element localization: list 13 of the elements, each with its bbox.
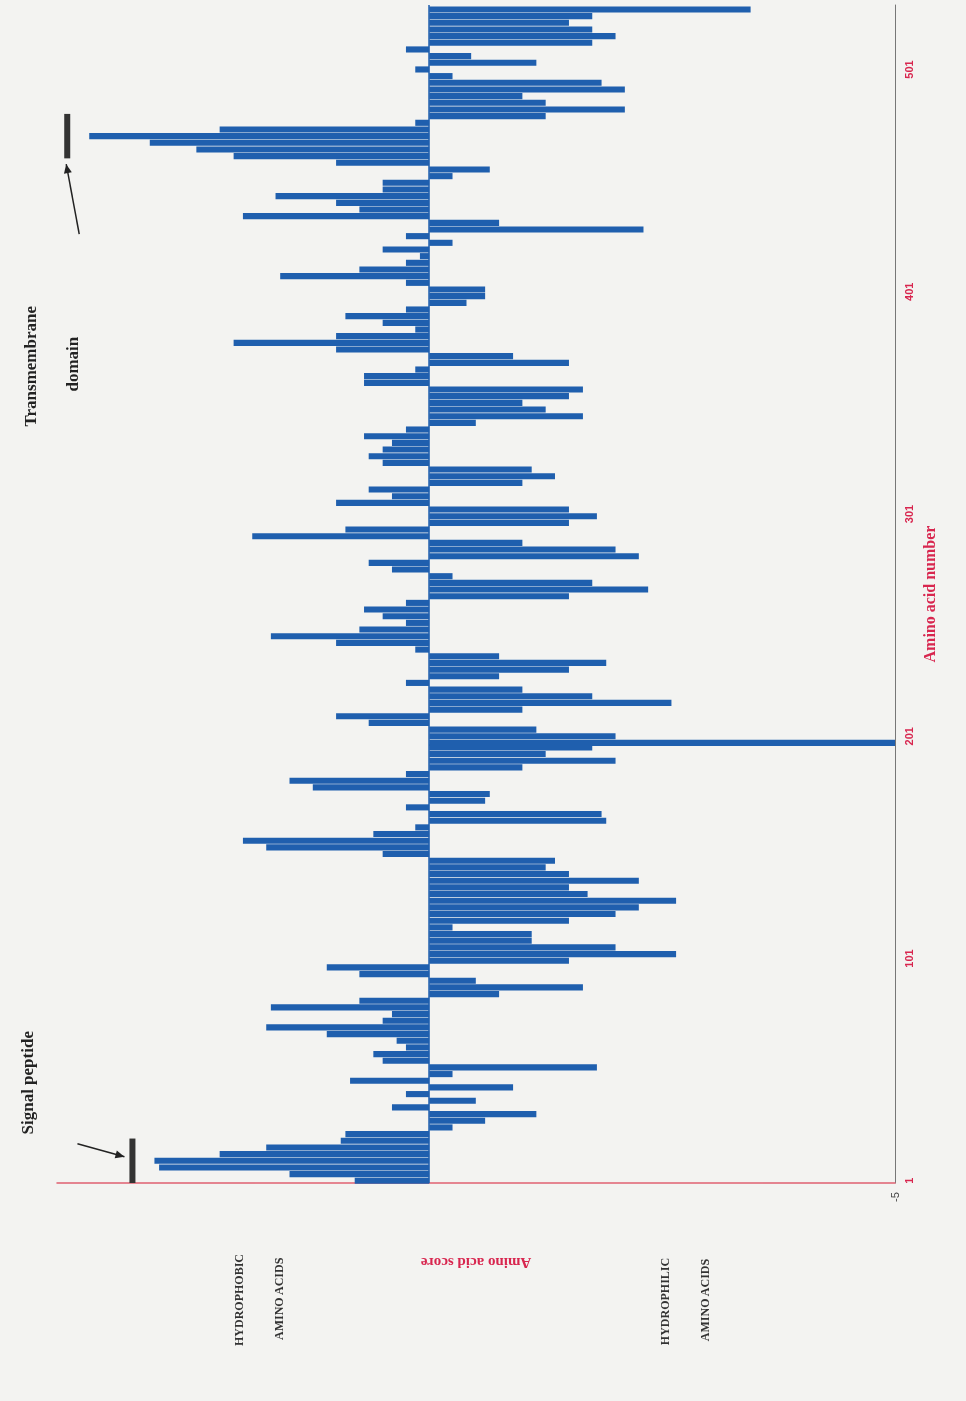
y-axis-title: Amino acid number <box>921 525 939 663</box>
y-tick-label: 101 <box>902 949 915 968</box>
x-axis-title: Amino acid score <box>420 1254 532 1271</box>
y-tick-label: 401 <box>902 282 915 301</box>
text: Transmembrane domain <box>20 305 82 427</box>
y-tick-label: 1 <box>902 1177 915 1184</box>
y-tick-label: 501 <box>902 60 915 79</box>
y-tick-label: 201 <box>902 727 915 746</box>
text: HYDROPHOBIC AMINO ACIDS <box>232 1253 287 1347</box>
text: -5 <box>889 1192 901 1202</box>
text: HYDROPHILIC AMINO ACIDS <box>658 1257 713 1346</box>
y-tick-label: 301 <box>902 504 915 524</box>
text: Signal peptide <box>17 1030 37 1135</box>
